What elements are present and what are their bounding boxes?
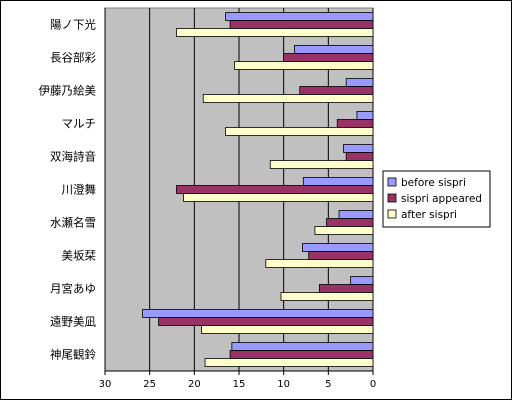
bar-after-sispri bbox=[265, 259, 374, 268]
bar-sispri-appeared bbox=[299, 86, 374, 95]
bar-before-sispri bbox=[338, 210, 374, 219]
bar-sispri-appeared bbox=[308, 251, 374, 260]
bar-sispri-appeared bbox=[326, 218, 374, 227]
x-tick-label: 20 bbox=[188, 379, 201, 390]
category-label: 長谷部彩 bbox=[50, 51, 96, 65]
x-tick-label: 10 bbox=[277, 379, 290, 390]
bar-after-sispri bbox=[202, 94, 374, 103]
bar-before-sispri bbox=[350, 276, 374, 285]
x-tick-label: 25 bbox=[143, 379, 156, 390]
bar-after-sispri bbox=[201, 325, 374, 334]
x-tick-label: 15 bbox=[233, 379, 246, 390]
x-tick-label: 0 bbox=[370, 379, 376, 390]
bar-sispri-appeared bbox=[158, 317, 374, 326]
bar-sispri-appeared bbox=[336, 119, 374, 128]
bar-before-sispri bbox=[302, 243, 374, 252]
bar-before-sispri bbox=[302, 177, 374, 186]
bar-before-sispri bbox=[343, 144, 374, 153]
category-label: 川澄舞 bbox=[62, 183, 97, 197]
bar-sispri-appeared bbox=[345, 152, 374, 161]
legend-label: before sispri bbox=[401, 177, 466, 189]
x-tick-label: 5 bbox=[325, 379, 331, 390]
bar-sispri-appeared bbox=[229, 350, 374, 359]
bar-after-sispri bbox=[280, 292, 374, 301]
category-label: 伊藤乃絵美 bbox=[39, 84, 97, 98]
bar-after-sispri bbox=[225, 127, 374, 136]
bar-after-sispri bbox=[176, 28, 374, 37]
bar-sispri-appeared bbox=[176, 185, 374, 194]
x-tick-label: 30 bbox=[99, 379, 112, 390]
bar-before-sispri bbox=[142, 309, 374, 318]
bar-before-sispri bbox=[293, 45, 374, 54]
bar-after-sispri bbox=[314, 226, 374, 235]
bar-sispri-appeared bbox=[318, 284, 374, 293]
bar-after-sispri bbox=[269, 160, 374, 169]
category-label: 遠野美凪 bbox=[50, 315, 96, 329]
category-label: 神尾観鈴 bbox=[50, 348, 96, 362]
legend-label: sispri appeared bbox=[401, 193, 482, 205]
legend-swatch bbox=[387, 209, 397, 219]
legend-label: after sispri bbox=[401, 209, 457, 221]
bar-sispri-appeared bbox=[283, 53, 374, 62]
bar-after-sispri bbox=[204, 358, 374, 367]
bar-before-sispri bbox=[345, 78, 374, 87]
category-label: 陽ノ下光 bbox=[50, 18, 96, 32]
bar-before-sispri bbox=[225, 12, 374, 21]
category-label: 美坂栞 bbox=[62, 249, 97, 263]
category-label: 水瀬名雪 bbox=[50, 216, 96, 230]
bar-after-sispri bbox=[234, 61, 374, 70]
category-label: 月宮あゆ bbox=[50, 282, 96, 296]
bar-before-sispri bbox=[231, 342, 374, 351]
bar-after-sispri bbox=[183, 193, 374, 202]
bar-sispri-appeared bbox=[229, 20, 374, 29]
bar-before-sispri bbox=[356, 111, 374, 120]
legend-swatch bbox=[387, 177, 397, 187]
category-label: マルチ bbox=[62, 117, 97, 131]
legend bbox=[382, 170, 491, 228]
legend-swatch bbox=[387, 193, 397, 203]
category-label: 双海詩音 bbox=[50, 150, 96, 164]
